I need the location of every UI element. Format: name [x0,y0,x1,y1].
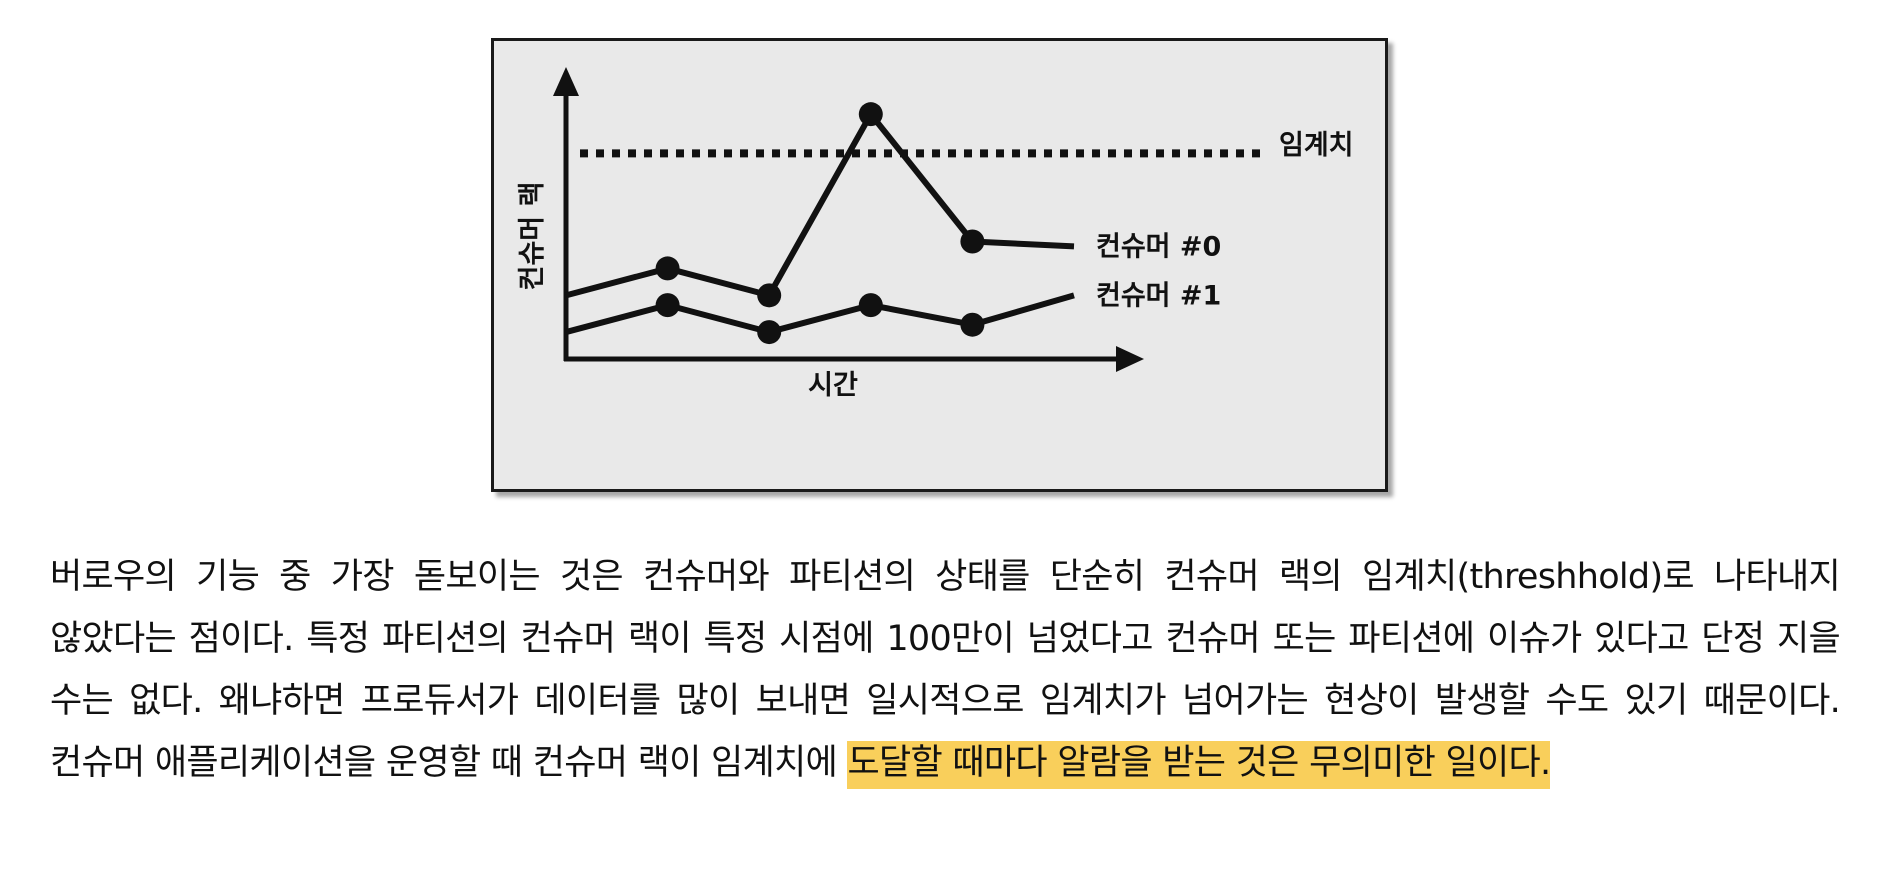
data-point-consumer-1-3 [858,293,883,318]
data-point-consumer-0-3 [858,102,883,127]
series-label-consumer-1: 컨슈머 #1 [1096,280,1221,311]
chart-figure: 임계치 컨슈머 #0 컨슈머 #1 시간 컨슈머 랙 [491,38,1388,492]
labels: 임계치 컨슈머 #0 컨슈머 #1 시간 컨슈머 랙 [517,130,1354,401]
data-point-consumer-1-2 [757,320,782,345]
highlighted-text: 도달할 때마다 알람을 받는 것은 무의미한 일이다. [847,741,1551,789]
axes [553,67,1144,372]
consumer-lag-chart: 임계치 컨슈머 #0 컨슈머 #1 시간 컨슈머 랙 [517,67,1354,401]
series-label-consumer-0: 컨슈머 #0 [1096,231,1221,262]
data-point-consumer-1-4 [960,312,985,337]
x-axis-label: 시간 [808,370,858,401]
data-point-consumer-0-1 [655,256,680,281]
series-line-consumer-0 [565,111,1075,299]
data-point-consumer-1-1 [655,293,680,318]
article-text: 버로우의 기능 중 가장 돋보이는 것은 컨슈머와 파티션의 상태를 단순히 컨… [50,557,1841,783]
data-point-consumer-0-2 [757,283,782,308]
y-axis-arrow-icon [553,67,579,96]
series-group [565,102,1075,345]
x-axis-arrow-icon [1116,346,1144,372]
article-paragraph: 버로우의 기능 중 가장 돋보이는 것은 컨슈머와 파티션의 상태를 단순히 컨… [50,546,1841,794]
y-axis-label: 컨슈머 랙 [517,182,548,291]
threshold-label: 임계치 [1279,130,1354,161]
data-point-consumer-0-4 [960,229,985,254]
series-line-consumer-1 [565,292,1075,336]
